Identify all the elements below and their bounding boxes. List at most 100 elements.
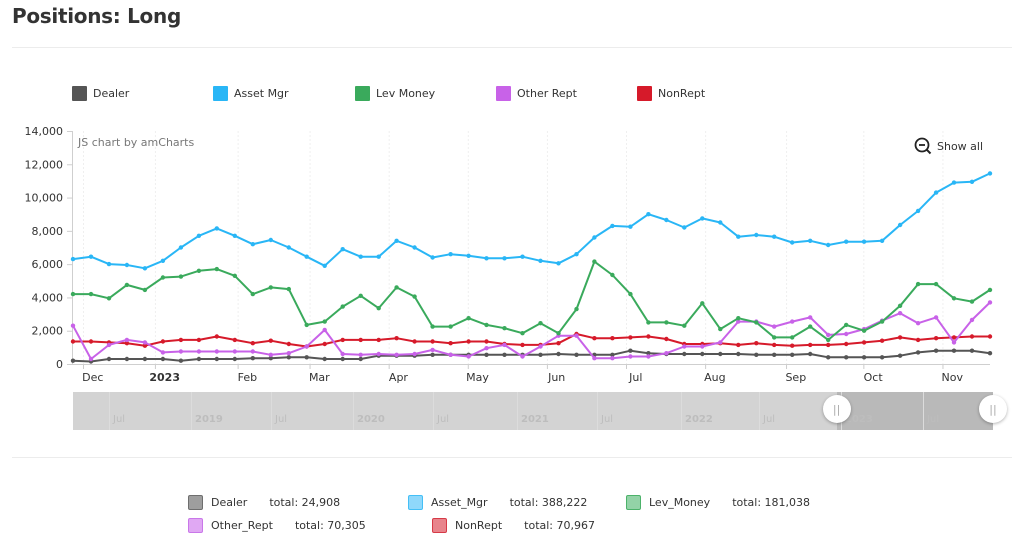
legend-item-asset-mgr[interactable]: Asset Mgr <box>213 86 289 101</box>
data-point-other-rept <box>933 315 939 320</box>
legend-label: Lev_Money <box>649 496 711 509</box>
data-point-lev-money <box>861 328 867 333</box>
data-point-asset-mgr <box>969 179 975 184</box>
data-point-asset-mgr <box>412 245 417 250</box>
legend-total-item-other-rept[interactable]: Other_Rept total: 70,305 <box>188 518 366 533</box>
data-point-other-rept <box>124 337 130 343</box>
data-point-nonrept <box>124 341 130 346</box>
data-point-lev-money <box>933 281 939 287</box>
data-point-dealer <box>268 356 273 361</box>
legend-item-other-rept[interactable]: Other Rept <box>496 86 577 101</box>
data-point-other-rept <box>897 311 903 316</box>
data-point-lev-money <box>448 324 453 329</box>
x-tick-label: May <box>466 371 489 384</box>
data-point-lev-money <box>844 322 849 328</box>
legend-total-item-dealer[interactable]: Dealer total: 24,908 <box>188 495 340 510</box>
data-point-asset-mgr <box>340 247 345 252</box>
data-point-dealer <box>214 356 219 362</box>
data-point-asset-mgr <box>178 245 184 250</box>
data-point-lev-money <box>610 272 615 278</box>
data-point-other-rept <box>610 356 615 361</box>
legend-divider <box>12 457 1012 458</box>
x-tick-label: Dec <box>82 371 103 384</box>
data-point-lev-money <box>250 291 255 297</box>
scrollbar-grip-left[interactable]: || <box>822 395 851 423</box>
data-point-lev-money <box>502 326 507 331</box>
scrollbar-track[interactable]: Jul 2019 Jul 2020 Jul 2021 Jul 2022 Jul 2023 Jul <box>73 392 993 430</box>
data-point-lev-money <box>592 259 597 264</box>
data-point-nonrept <box>736 342 741 348</box>
legend-total-item-asset-mgr[interactable]: Asset_Mgr total: 388,222 <box>408 495 587 510</box>
data-point-lev-money <box>196 268 202 273</box>
data-point-other-rept <box>484 346 489 351</box>
data-point-other-rept <box>322 327 327 333</box>
data-point-other-rept <box>70 323 76 328</box>
data-point-other-rept <box>196 349 202 354</box>
data-point-dealer <box>628 348 633 353</box>
data-point-lev-money <box>736 316 741 321</box>
legend-swatch <box>188 518 203 533</box>
legend-item-nonrept[interactable]: NonRept <box>637 86 705 101</box>
data-point-dealer <box>106 356 112 362</box>
scrollbar-label: 2023 <box>845 414 873 425</box>
data-point-dealer <box>160 356 166 362</box>
scrollbar-label: Jul <box>601 414 614 425</box>
data-point-lev-money <box>772 335 777 340</box>
data-point-lev-money <box>664 320 669 325</box>
data-point-asset-mgr <box>160 258 166 263</box>
data-point-asset-mgr <box>628 224 633 229</box>
data-point-nonrept <box>520 342 525 348</box>
data-point-lev-money <box>394 285 399 290</box>
scrollbar-gridline <box>759 392 760 430</box>
y-tick-label: 8,000 <box>32 225 64 238</box>
legend-total-item-nonrept[interactable]: NonRept total: 70,967 <box>432 518 595 533</box>
data-point-other-rept <box>340 351 345 357</box>
data-point-dealer <box>538 352 543 357</box>
data-point-other-rept <box>538 344 543 349</box>
data-point-other-rept <box>466 354 471 359</box>
scrollbar-grip-right[interactable]: || <box>979 395 1007 423</box>
data-point-lev-money <box>142 287 148 293</box>
x-tick-label: Apr <box>389 371 409 384</box>
data-point-nonrept <box>70 339 76 344</box>
data-point-other-rept <box>502 342 507 348</box>
data-point-lev-money <box>754 320 759 325</box>
data-point-asset-mgr <box>322 263 327 268</box>
data-point-dealer <box>897 353 903 358</box>
data-point-dealer <box>879 355 885 360</box>
data-point-nonrept <box>88 339 94 344</box>
x-tick-label: Aug <box>704 371 725 384</box>
data-point-nonrept <box>969 334 975 339</box>
data-point-asset-mgr <box>933 190 939 195</box>
data-point-asset-mgr <box>250 242 255 247</box>
data-point-nonrept <box>556 341 561 346</box>
legend-label: Other Rept <box>517 87 577 100</box>
legend-label: NonRept <box>455 519 503 532</box>
amcharts-watermark: JS chart by amCharts <box>77 136 194 149</box>
legend-total-item-lev-money[interactable]: Lev_Money total: 181,038 <box>626 495 810 510</box>
data-point-nonrept <box>232 337 237 343</box>
scrollbar-selection[interactable] <box>836 392 993 430</box>
legend-item-dealer[interactable]: Dealer <box>72 86 129 101</box>
data-point-dealer <box>142 356 148 362</box>
show-all-button[interactable]: Show all <box>914 137 983 155</box>
data-point-lev-money <box>70 291 76 297</box>
legend-total: total: 181,038 <box>732 496 811 509</box>
series-line-nonrept <box>73 333 990 348</box>
data-point-dealer <box>969 348 975 353</box>
data-point-lev-money <box>790 335 795 340</box>
data-point-other-rept <box>358 352 363 357</box>
legend-total: total: 70,967 <box>524 519 596 532</box>
data-point-nonrept <box>376 337 381 343</box>
data-point-asset-mgr <box>88 254 94 259</box>
data-point-lev-money <box>915 281 921 287</box>
data-point-lev-money <box>88 291 94 297</box>
data-point-other-rept <box>88 356 94 362</box>
legend-label: Dealer <box>93 87 130 100</box>
y-tick-label: 4,000 <box>32 291 64 304</box>
data-point-lev-money <box>124 282 130 288</box>
legend-item-lev-money[interactable]: Lev Money <box>355 86 435 101</box>
data-point-asset-mgr <box>268 237 273 243</box>
data-point-other-rept <box>969 317 975 323</box>
data-point-nonrept <box>610 336 615 341</box>
